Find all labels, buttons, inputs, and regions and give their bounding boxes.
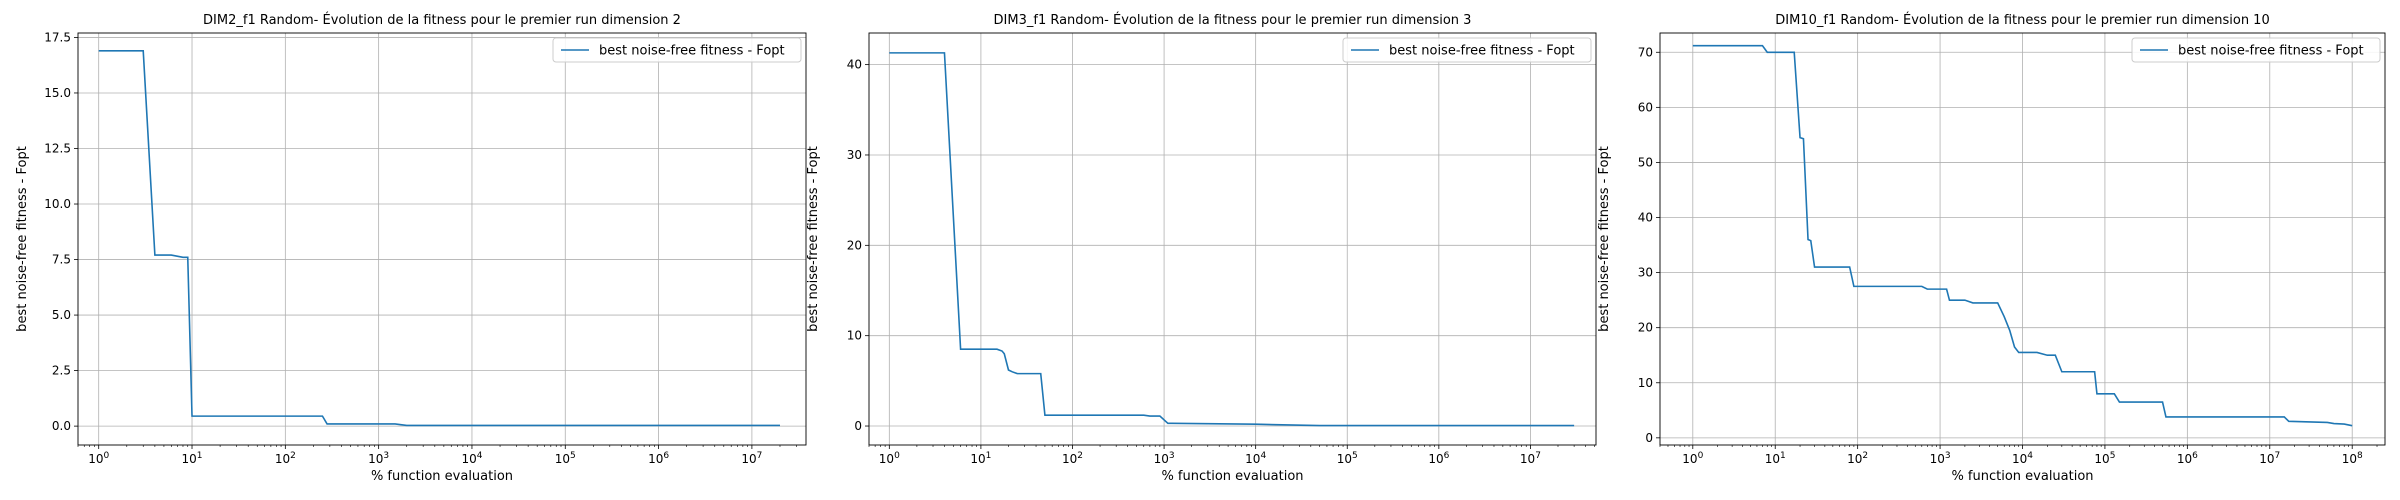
y-tick-label: 30: [1638, 266, 1653, 280]
x-tick-label: 106: [2177, 451, 2198, 466]
y-tick-label: 20: [847, 238, 862, 252]
y-tick-label: 40: [847, 58, 862, 72]
x-tick-label: 103: [368, 451, 389, 466]
x-axis-label: % function evaluation: [1161, 469, 1303, 484]
y-axis-label: best noise-free fitness - Fopt: [15, 146, 30, 332]
x-tick-label: 102: [275, 451, 296, 466]
x-tick-label: 100: [879, 451, 900, 466]
x-tick-label: 103: [1154, 451, 1175, 466]
chart-panel-1: 100 101 102 103 104 105 106 107 0.0 2.5 5.0 7.5 10.0…: [15, 12, 807, 484]
x-tick-label: 105: [555, 451, 576, 466]
x-axis-label: % function evaluation: [371, 469, 513, 484]
x-tick-label: 106: [1428, 451, 1449, 466]
x-tick-label: 100: [88, 451, 109, 466]
legend-box: [1342, 37, 1592, 63]
legend-entry: best noise-free fitness - Fopt: [599, 44, 785, 59]
chart-panel-2: 100 101 102 103 104 105 106 107 0 10 20 30 40 DIM3_f1…: [806, 12, 1597, 484]
x-tick-label: 105: [1337, 451, 1358, 466]
plot-frame: [1659, 32, 2386, 446]
y-tick-label: 10: [847, 329, 862, 343]
x-tick-label: 104: [1245, 451, 1266, 466]
x-axis-label: % function evaluation: [1951, 469, 2093, 484]
chart-panel-3: 100 101 102 103 104 105 106 107 108 0 10 20 30 40 50 60…: [1597, 12, 2386, 484]
y-tick-label: 7.5: [52, 253, 71, 267]
legend-box: [2131, 37, 2381, 63]
y-tick-label: 60: [1638, 100, 1653, 114]
series-line-1: [98, 49, 780, 427]
y-tick-label: 5.0: [52, 308, 71, 322]
legend: best noise-free fitness - Fopt: [1342, 37, 1592, 63]
series-line-1: [889, 52, 1575, 427]
x-tick-label: 100: [1682, 451, 1703, 466]
y-tick-label: 12.5: [44, 141, 71, 155]
y-tick-label: 17.5: [44, 30, 71, 44]
y-tick-label: 0.0: [52, 419, 71, 433]
legend-entry: best noise-free fitness - Fopt: [1389, 44, 1575, 59]
y-tick-label: 2.5: [52, 364, 71, 378]
y-tick-label: 20: [1638, 321, 1653, 335]
x-tick-label: 102: [1847, 451, 1868, 466]
y-tick-label: 0: [854, 419, 862, 433]
x-tick-label: 102: [1062, 451, 1083, 466]
legend: best noise-free fitness - Fopt: [2131, 37, 2381, 63]
y-tick-label: 30: [847, 148, 862, 162]
x-tick-label: 106: [648, 451, 669, 466]
y-tick-label: 0: [1645, 431, 1653, 445]
legend-entry: best noise-free fitness - Fopt: [2178, 44, 2364, 59]
x-tick-label: 101: [970, 451, 991, 466]
y-tick-label: 50: [1638, 155, 1653, 169]
y-tick-label: 10: [1638, 376, 1653, 390]
x-tick-label: 101: [182, 451, 203, 466]
y-tick-label: 15.0: [44, 86, 71, 100]
x-tick-label: 103: [1930, 451, 1951, 466]
chart-title: DIM3_f1 Random- Évolution de la fitness …: [994, 12, 1472, 28]
x-tick-label: 107: [1520, 451, 1541, 466]
legend: best noise-free fitness - Fopt: [552, 37, 802, 63]
legend-box: [552, 37, 802, 63]
y-axis-label: best noise-free fitness - Fopt: [1597, 146, 1612, 332]
y-tick-label: 70: [1638, 45, 1653, 59]
y-tick-label: 10.0: [44, 197, 71, 211]
x-tick-label: 107: [741, 451, 762, 466]
series-line-1: [1692, 44, 2353, 427]
x-tick-label: 108: [2342, 451, 2363, 466]
y-tick-label: 40: [1638, 211, 1653, 225]
x-tick-label: 105: [2094, 451, 2115, 466]
x-tick-label: 104: [2012, 451, 2033, 466]
chart-title: DIM2_f1 Random- Évolution de la fitness …: [203, 12, 681, 28]
y-axis-label: best noise-free fitness - Fopt: [806, 146, 821, 332]
chart-title: DIM10_f1 Random- Évolution de la fitness…: [1775, 12, 2269, 28]
x-tick-label: 104: [461, 451, 482, 466]
plot-frame: [77, 32, 807, 446]
x-tick-label: 107: [2259, 451, 2280, 466]
x-tick-label: 101: [1765, 451, 1786, 466]
plot-frame: [868, 32, 1597, 446]
